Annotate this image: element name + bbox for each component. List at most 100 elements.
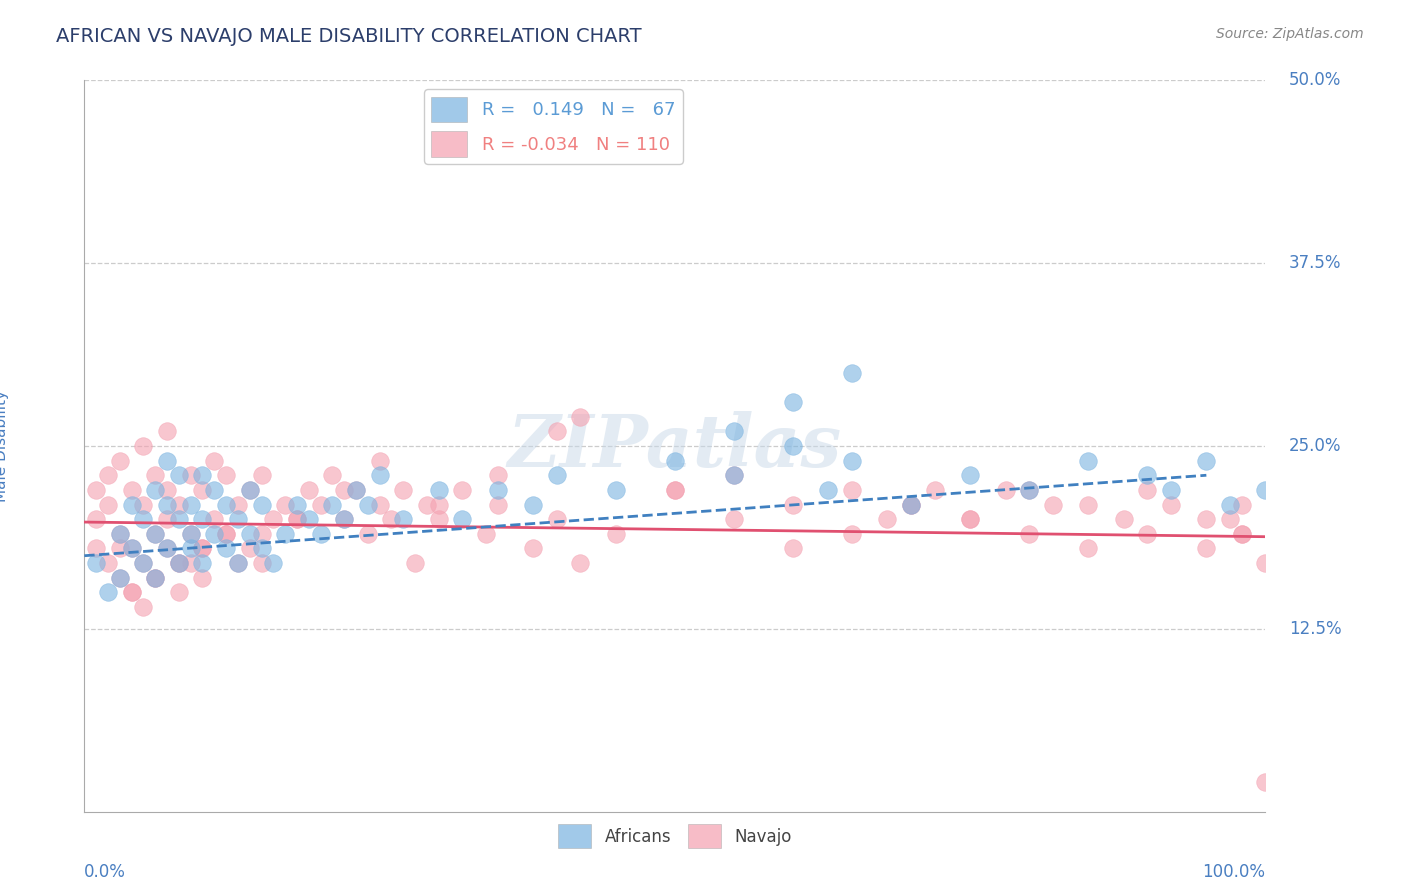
Point xyxy=(298,483,321,497)
Point xyxy=(298,512,321,526)
Point xyxy=(451,512,474,526)
Point xyxy=(924,483,946,497)
Point xyxy=(959,512,981,526)
Point xyxy=(191,483,214,497)
Point xyxy=(132,512,155,526)
Point xyxy=(132,556,155,570)
Point xyxy=(994,483,1017,497)
Point xyxy=(876,512,898,526)
Point xyxy=(274,498,297,512)
Point xyxy=(84,556,107,570)
Point xyxy=(143,526,166,541)
Point xyxy=(202,453,225,467)
Point xyxy=(1018,483,1040,497)
Point xyxy=(97,498,120,512)
Point xyxy=(250,468,273,483)
Point xyxy=(664,453,686,467)
Point xyxy=(1077,498,1099,512)
Point xyxy=(1254,556,1277,570)
Point xyxy=(121,483,143,497)
Text: Male Disability: Male Disability xyxy=(0,390,10,502)
Point xyxy=(1042,498,1064,512)
Point xyxy=(427,512,450,526)
Point xyxy=(132,556,155,570)
Point xyxy=(191,541,214,556)
Point xyxy=(782,498,804,512)
Text: 50.0%: 50.0% xyxy=(1289,71,1341,89)
Point xyxy=(285,512,308,526)
Point xyxy=(156,498,179,512)
Point xyxy=(1160,483,1182,497)
Text: 0.0%: 0.0% xyxy=(84,863,127,881)
Point xyxy=(226,556,249,570)
Point xyxy=(1077,541,1099,556)
Point xyxy=(121,585,143,599)
Point xyxy=(285,512,308,526)
Point xyxy=(309,498,332,512)
Point xyxy=(344,483,367,497)
Point xyxy=(1018,483,1040,497)
Point xyxy=(416,498,439,512)
Point xyxy=(262,512,284,526)
Point xyxy=(215,526,238,541)
Point xyxy=(344,483,367,497)
Text: ZIPatlas: ZIPatlas xyxy=(508,410,842,482)
Point xyxy=(1136,468,1159,483)
Point xyxy=(132,498,155,512)
Text: 25.0%: 25.0% xyxy=(1289,437,1341,455)
Point xyxy=(143,571,166,585)
Point xyxy=(959,468,981,483)
Point xyxy=(121,498,143,512)
Point xyxy=(156,512,179,526)
Point xyxy=(250,541,273,556)
Point xyxy=(250,498,273,512)
Point xyxy=(180,556,202,570)
Point xyxy=(605,483,627,497)
Point xyxy=(167,498,190,512)
Point xyxy=(108,571,131,585)
Point xyxy=(108,526,131,541)
Point xyxy=(357,526,380,541)
Point xyxy=(202,526,225,541)
Point xyxy=(1195,453,1218,467)
Point xyxy=(1219,498,1241,512)
Point xyxy=(215,498,238,512)
Point xyxy=(368,468,391,483)
Point xyxy=(226,556,249,570)
Point xyxy=(475,526,498,541)
Point xyxy=(108,526,131,541)
Point xyxy=(309,526,332,541)
Text: 12.5%: 12.5% xyxy=(1289,620,1341,638)
Point xyxy=(239,483,262,497)
Point xyxy=(841,453,863,467)
Point xyxy=(368,453,391,467)
Point xyxy=(782,541,804,556)
Point xyxy=(841,483,863,497)
Point xyxy=(191,541,214,556)
Point xyxy=(1254,775,1277,789)
Point xyxy=(1195,512,1218,526)
Point xyxy=(239,526,262,541)
Point xyxy=(522,498,544,512)
Point xyxy=(226,512,249,526)
Point xyxy=(569,556,592,570)
Point xyxy=(191,468,214,483)
Point xyxy=(250,526,273,541)
Point xyxy=(156,483,179,497)
Point xyxy=(167,556,190,570)
Point xyxy=(132,599,155,614)
Point xyxy=(664,483,686,497)
Point xyxy=(97,585,120,599)
Point xyxy=(392,483,415,497)
Point xyxy=(143,526,166,541)
Point xyxy=(1219,512,1241,526)
Point xyxy=(486,483,509,497)
Point xyxy=(84,483,107,497)
Point xyxy=(167,585,190,599)
Point xyxy=(156,541,179,556)
Point xyxy=(143,468,166,483)
Point xyxy=(1230,526,1253,541)
Point xyxy=(486,468,509,483)
Point xyxy=(143,571,166,585)
Point xyxy=(191,512,214,526)
